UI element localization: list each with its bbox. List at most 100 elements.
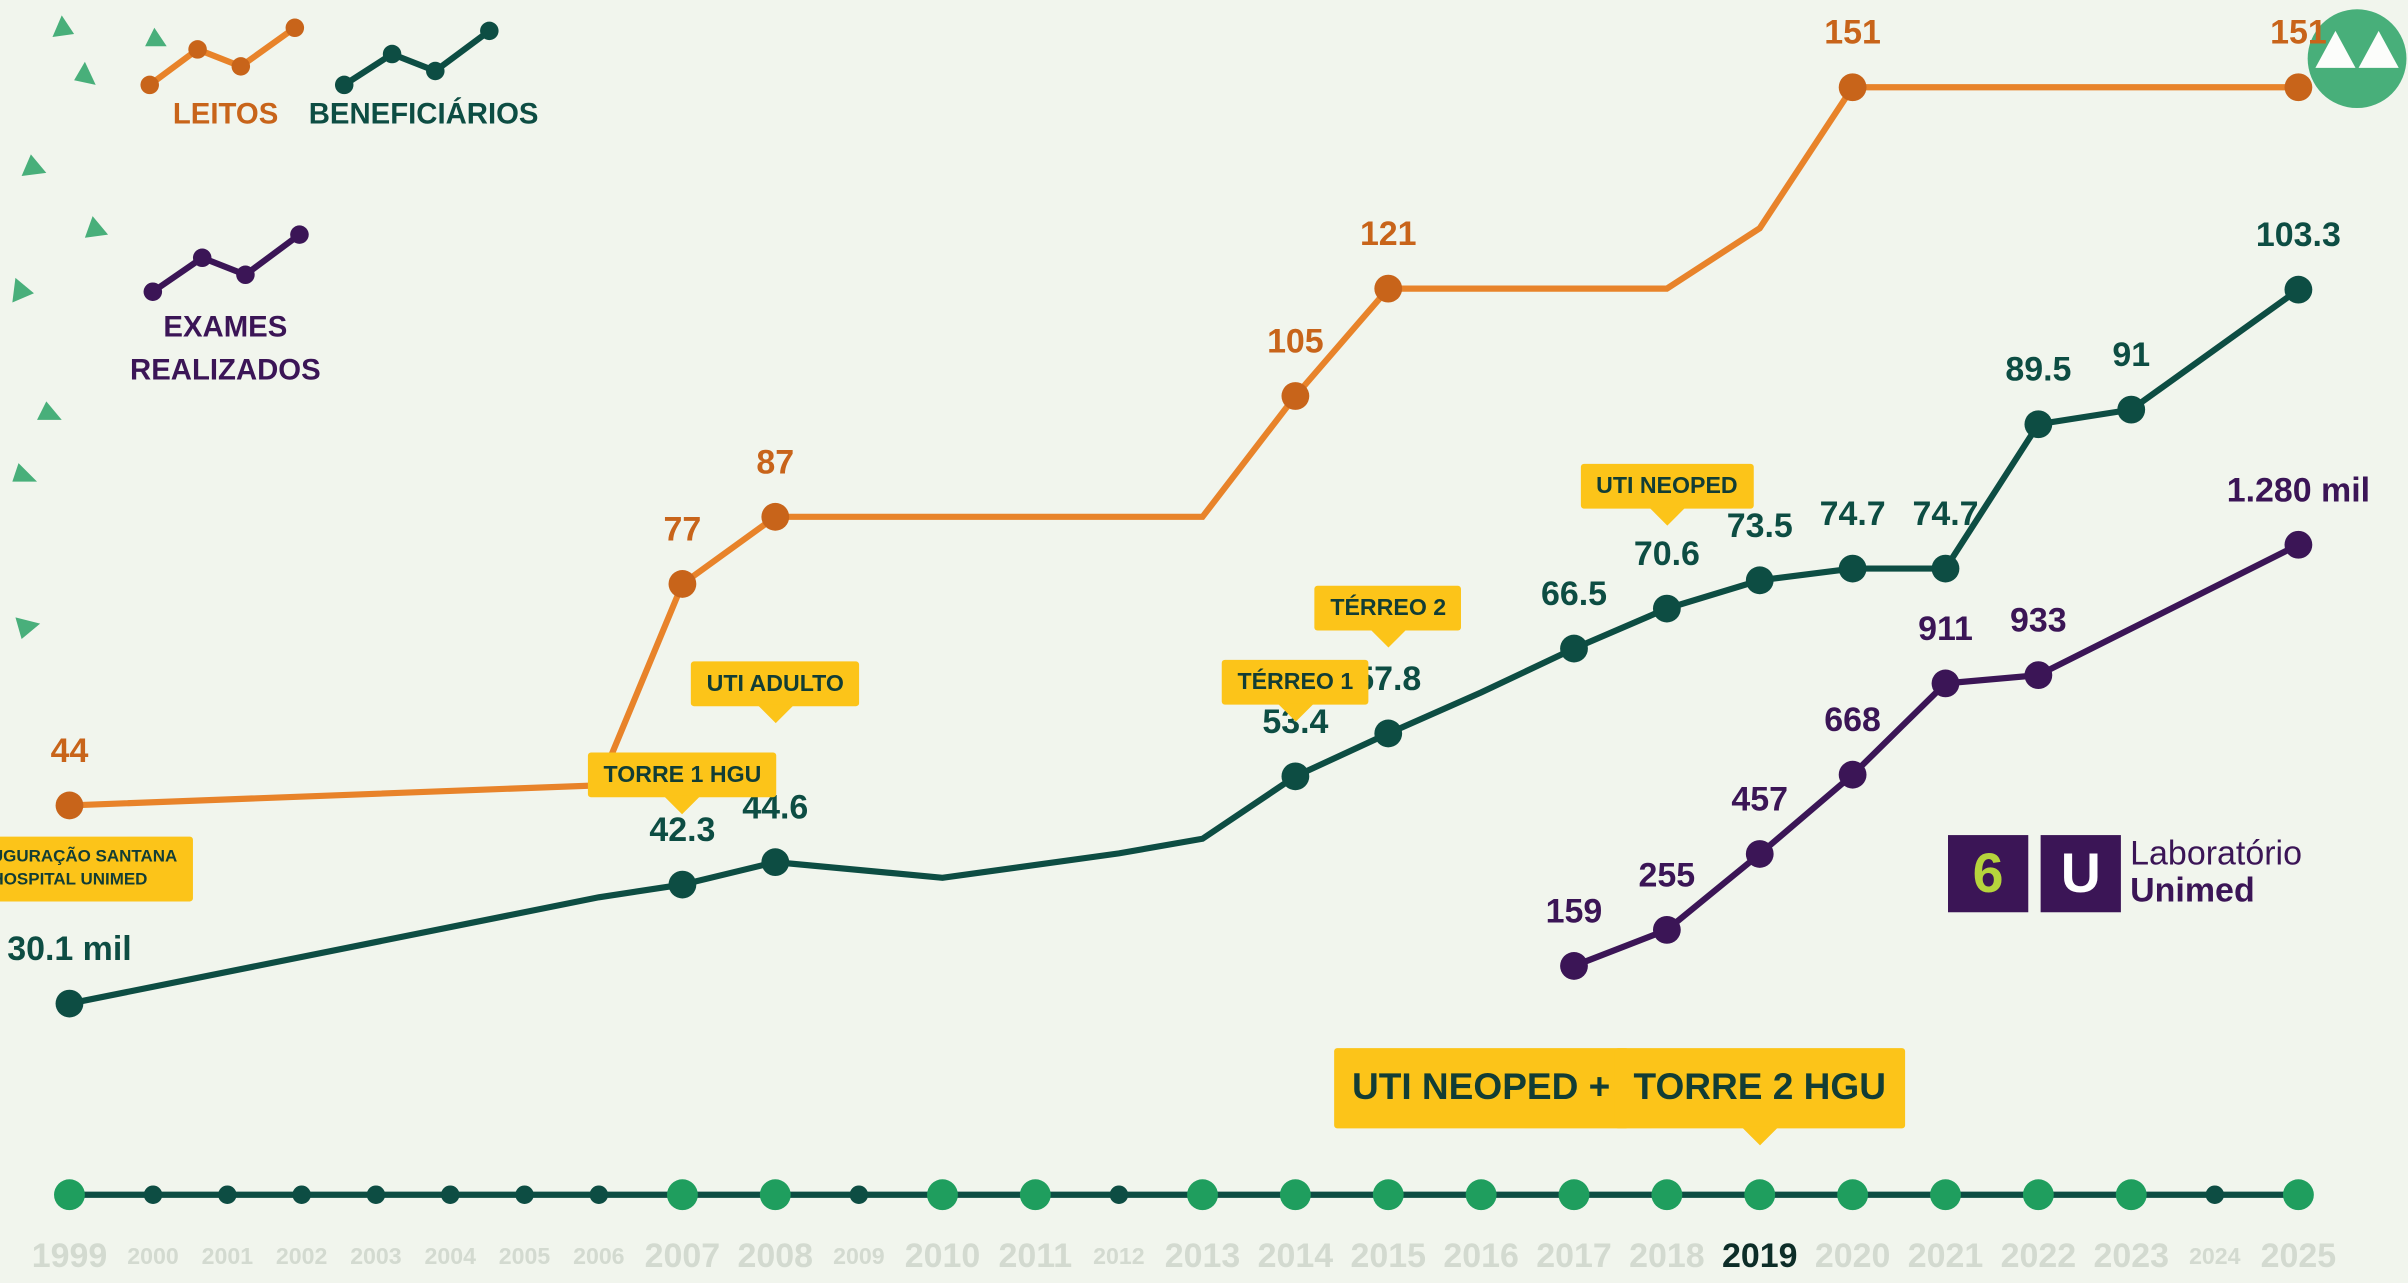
x-tick-label: 2001: [202, 1243, 254, 1269]
timeline-dot: [667, 1179, 698, 1210]
timeline-dot: [218, 1185, 237, 1204]
data-point: [1560, 952, 1588, 980]
legend-icon: [344, 31, 489, 85]
legend-dot: [144, 282, 163, 301]
x-tick-label: 2009: [833, 1243, 885, 1269]
timeline-dot: [515, 1185, 534, 1204]
data-point: [56, 990, 84, 1018]
x-tick-label: 2003: [350, 1243, 402, 1269]
data-point: [1839, 761, 1867, 789]
data-point: [2285, 73, 2313, 101]
timeline-dot: [1837, 1179, 1868, 1210]
x-tick-label: 2002: [276, 1243, 327, 1269]
data-point: [1281, 382, 1309, 410]
chart: 1999200020012002200320042005200620072008…: [0, 0, 2408, 1283]
x-tick-label: 2011: [999, 1237, 1073, 1275]
x-tick-label: 2025: [2261, 1237, 2337, 1275]
data-label: 77: [664, 510, 702, 548]
data-label: 30.1 mil: [7, 930, 132, 968]
data-point: [2024, 661, 2052, 689]
data-point: [1746, 566, 1774, 594]
data-point: [761, 503, 789, 531]
legend-dot: [480, 22, 499, 41]
x-tick-label: 2015: [1351, 1237, 1427, 1275]
data-point: [1746, 840, 1774, 868]
data-label: 74.7: [1820, 495, 1886, 533]
legend-label: EXAMES REALIZADOS: [130, 307, 321, 393]
annotation: UTI NEOPED +: [1333, 1048, 1628, 1128]
timeline-dot: [2206, 1185, 2225, 1204]
timeline-dot: [2283, 1179, 2314, 1210]
data-point: [1932, 670, 1960, 698]
timeline-dot: [1110, 1185, 1129, 1204]
x-tick-label: 2007: [645, 1237, 721, 1275]
data-label: 668: [1824, 701, 1881, 739]
annotation: UTI NEOPED: [1581, 464, 1753, 509]
data-point: [1653, 595, 1681, 623]
data-point: [1932, 555, 1960, 583]
data-label: 74.7: [1912, 495, 1978, 533]
x-tick-label: 2017: [1536, 1237, 1612, 1275]
data-point: [1839, 73, 1867, 101]
legend-dot: [286, 19, 305, 38]
data-label: 911: [1918, 610, 1973, 648]
annotation: TORRE 2 HGU: [1615, 1048, 1905, 1128]
x-tick-label: 2020: [1815, 1237, 1891, 1275]
x-tick-label: 2018: [1629, 1237, 1705, 1275]
data-point: [1560, 635, 1588, 663]
data-point: [669, 871, 697, 899]
data-point: [2285, 531, 2313, 559]
legend-dot: [426, 62, 445, 81]
x-tick-label: 2022: [2001, 1237, 2077, 1275]
legend-label: LEITOS: [173, 99, 278, 133]
annotation: TÉRREO 2: [1315, 586, 1462, 631]
data-label: 151: [1824, 14, 1881, 52]
data-label: 105: [1267, 322, 1324, 360]
x-tick-label: 2000: [127, 1243, 178, 1269]
timeline-dot: [1466, 1179, 1497, 1210]
infographic: 1999200020012002200320042005200620072008…: [0, 0, 2408, 1283]
timeline-dot: [927, 1179, 958, 1210]
data-point: [761, 848, 789, 876]
x-tick-label: 1999: [32, 1237, 108, 1275]
data-point: [1281, 762, 1309, 790]
data-label: 87: [756, 443, 794, 481]
timeline-dot: [2023, 1179, 2054, 1210]
timeline-dot: [1187, 1179, 1218, 1210]
timeline-dot: [1744, 1179, 1775, 1210]
legend-icon: [150, 28, 295, 85]
logo-line: Laboratório: [2130, 835, 2302, 872]
data-label: 151: [2270, 14, 2327, 52]
legend-dot: [140, 76, 159, 95]
legend-icon: [153, 235, 300, 292]
annotation: TÉRREO 1: [1222, 660, 1369, 705]
timeline-dot: [367, 1185, 386, 1204]
annotation: TORRE 1 HGU: [588, 753, 777, 798]
legend-dot: [383, 45, 402, 64]
data-label: 70.6: [1634, 535, 1700, 573]
data-label: 159: [1546, 892, 1603, 930]
timeline-dot: [590, 1185, 609, 1204]
data-label: 89.5: [2005, 351, 2071, 389]
x-tick-label: 2021: [1908, 1237, 1984, 1275]
x-tick-label: 2019: [1722, 1237, 1798, 1275]
data-label: 66.5: [1541, 575, 1607, 613]
legend-dot: [335, 76, 354, 95]
x-tick-label: 2006: [573, 1243, 625, 1269]
legend-dot: [188, 40, 207, 59]
x-tick-label: 2023: [2093, 1237, 2169, 1275]
x-tick-label: 2013: [1165, 1237, 1241, 1275]
timeline-dot: [1280, 1179, 1311, 1210]
data-label: 933: [2010, 602, 2067, 640]
data-label: 44: [51, 732, 89, 770]
data-point: [2024, 410, 2052, 438]
x-tick-label: 2024: [2189, 1243, 2241, 1269]
legend-dot: [236, 265, 255, 284]
data-point: [1839, 555, 1867, 583]
timeline-dot: [144, 1185, 163, 1204]
x-tick-label: 2014: [1258, 1237, 1334, 1275]
data-point: [2285, 276, 2313, 304]
data-label: 91: [2112, 336, 2150, 374]
annotation: INAUGURAÇÃO SANTANA HOSPITAL UNIMED: [0, 837, 193, 902]
